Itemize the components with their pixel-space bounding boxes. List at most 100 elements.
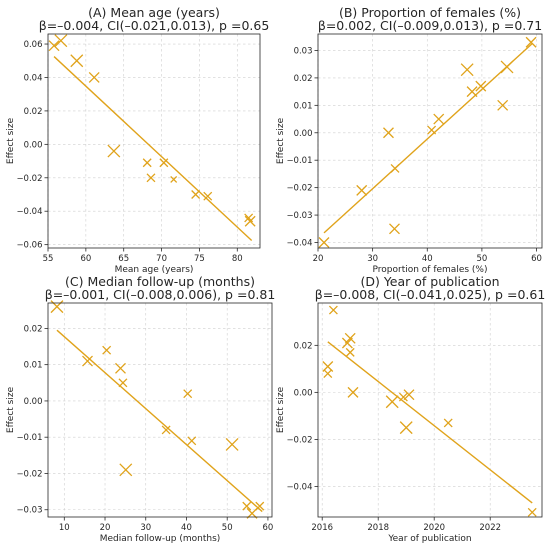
- x-tick-label: 50: [476, 254, 487, 264]
- x-tick-label: 80: [232, 254, 243, 264]
- y-tick-label: −0.02: [16, 174, 42, 184]
- data-point: [390, 163, 400, 173]
- x-tick-label: 2016: [311, 523, 333, 533]
- x-tick-label: 2018: [367, 523, 389, 533]
- x-tick-label: 2022: [479, 523, 501, 533]
- data-point: [88, 72, 100, 83]
- y-tick-label: 0.01: [24, 361, 43, 371]
- data-point: [347, 386, 359, 398]
- grid: [318, 303, 542, 517]
- y-tick-label: −0.02: [286, 435, 312, 445]
- x-tick-label: 50: [222, 523, 233, 533]
- data-point: [527, 507, 537, 517]
- y-tick-label: −0.02: [16, 469, 42, 479]
- y-tick-label: −0.01: [16, 433, 42, 443]
- grid: [317, 34, 542, 248]
- data-point: [385, 395, 399, 409]
- data-point: [82, 355, 93, 367]
- x-axis-label: Proportion of females (%): [373, 265, 488, 275]
- x-tick-label: 2020: [423, 523, 445, 533]
- data-point: [318, 237, 330, 248]
- data-point: [328, 305, 338, 315]
- data-point: [70, 54, 84, 68]
- plot-frame: [317, 302, 543, 518]
- x-tick-label: 60: [263, 523, 274, 533]
- x-axis-label: Mean age (years): [115, 265, 194, 275]
- x-tick-label: 30: [140, 523, 151, 533]
- data-point: [433, 113, 445, 125]
- panel-1: (A) Mean age (years)β=–0.004, CI(–0.021,…: [6, 5, 269, 275]
- y-axis-label: Effect size: [6, 386, 16, 433]
- regression-line: [53, 56, 253, 241]
- panel-title: (C) Median follow-up (months): [65, 274, 255, 289]
- y-tick-label: −0.02: [286, 184, 312, 194]
- panel-subtitle: β=–0.001, CI(–0.008,0.006), p =0.81: [45, 287, 276, 302]
- x-tick-label: 40: [422, 254, 433, 264]
- y-tick-label: 0.00: [24, 397, 43, 407]
- panel-title: (B) Proportion of females (%): [339, 5, 521, 20]
- data-point: [50, 300, 64, 314]
- x-tick-label: 60: [80, 254, 91, 264]
- data-point: [399, 421, 413, 435]
- plot-frame: [47, 33, 261, 249]
- data-point: [345, 347, 355, 357]
- data-point: [142, 158, 152, 168]
- y-tick-label: −0.04: [16, 207, 42, 217]
- data-point: [322, 361, 334, 372]
- data-point: [225, 437, 239, 451]
- data-point: [159, 158, 169, 168]
- y-tick-label: 0.00: [294, 129, 313, 139]
- data-point: [119, 463, 133, 477]
- grid: [48, 303, 272, 517]
- data-point: [460, 63, 474, 77]
- regression-line: [56, 329, 263, 513]
- y-tick-label: 0.00: [294, 388, 313, 398]
- y-tick-label: −0.06: [16, 241, 42, 251]
- y-axis-label: Effect size: [276, 117, 286, 164]
- y-tick-label: −0.03: [16, 506, 42, 516]
- data-point: [475, 80, 487, 92]
- data-point: [244, 215, 256, 227]
- data-point: [389, 223, 400, 235]
- data-point: [146, 173, 156, 183]
- x-tick-label: 20: [313, 254, 324, 264]
- y-tick-label: 0.02: [294, 341, 313, 351]
- data-point: [242, 501, 252, 511]
- panel-2: (B) Proportion of females (%)β=0.002, CI…: [276, 5, 543, 275]
- y-tick-label: 0.00: [24, 140, 43, 150]
- y-tick-label: −0.04: [286, 239, 312, 249]
- plot-frame: [317, 33, 543, 249]
- y-axis-label: Effect size: [276, 386, 286, 433]
- x-tick-label: 40: [181, 523, 192, 533]
- regression-line: [323, 43, 533, 234]
- y-tick-label: −0.01: [286, 156, 312, 166]
- y-tick-label: −0.04: [286, 482, 312, 492]
- y-axis-label: Effect size: [6, 117, 16, 164]
- data-point: [443, 418, 453, 428]
- data-point: [107, 144, 121, 158]
- data-point: [403, 389, 415, 401]
- x-tick-label: 60: [531, 254, 542, 264]
- x-tick-label: 20: [100, 523, 111, 533]
- data-point: [183, 389, 193, 399]
- y-tick-label: −0.03: [286, 211, 312, 221]
- y-tick-label: 0.02: [24, 107, 43, 117]
- data-point: [203, 191, 213, 201]
- plot-frame: [47, 302, 273, 518]
- data-point: [118, 378, 128, 388]
- regression-line: [327, 341, 533, 504]
- data-point: [497, 99, 509, 111]
- x-tick-label: 75: [194, 254, 205, 264]
- data-point: [500, 60, 514, 74]
- data-point: [356, 184, 368, 196]
- x-tick-label: 30: [367, 254, 378, 264]
- data-point: [323, 369, 333, 379]
- data-point: [466, 86, 478, 98]
- y-tick-label: 0.06: [24, 40, 43, 50]
- data-point: [102, 345, 112, 355]
- data-point: [255, 501, 265, 511]
- data-point: [525, 36, 537, 48]
